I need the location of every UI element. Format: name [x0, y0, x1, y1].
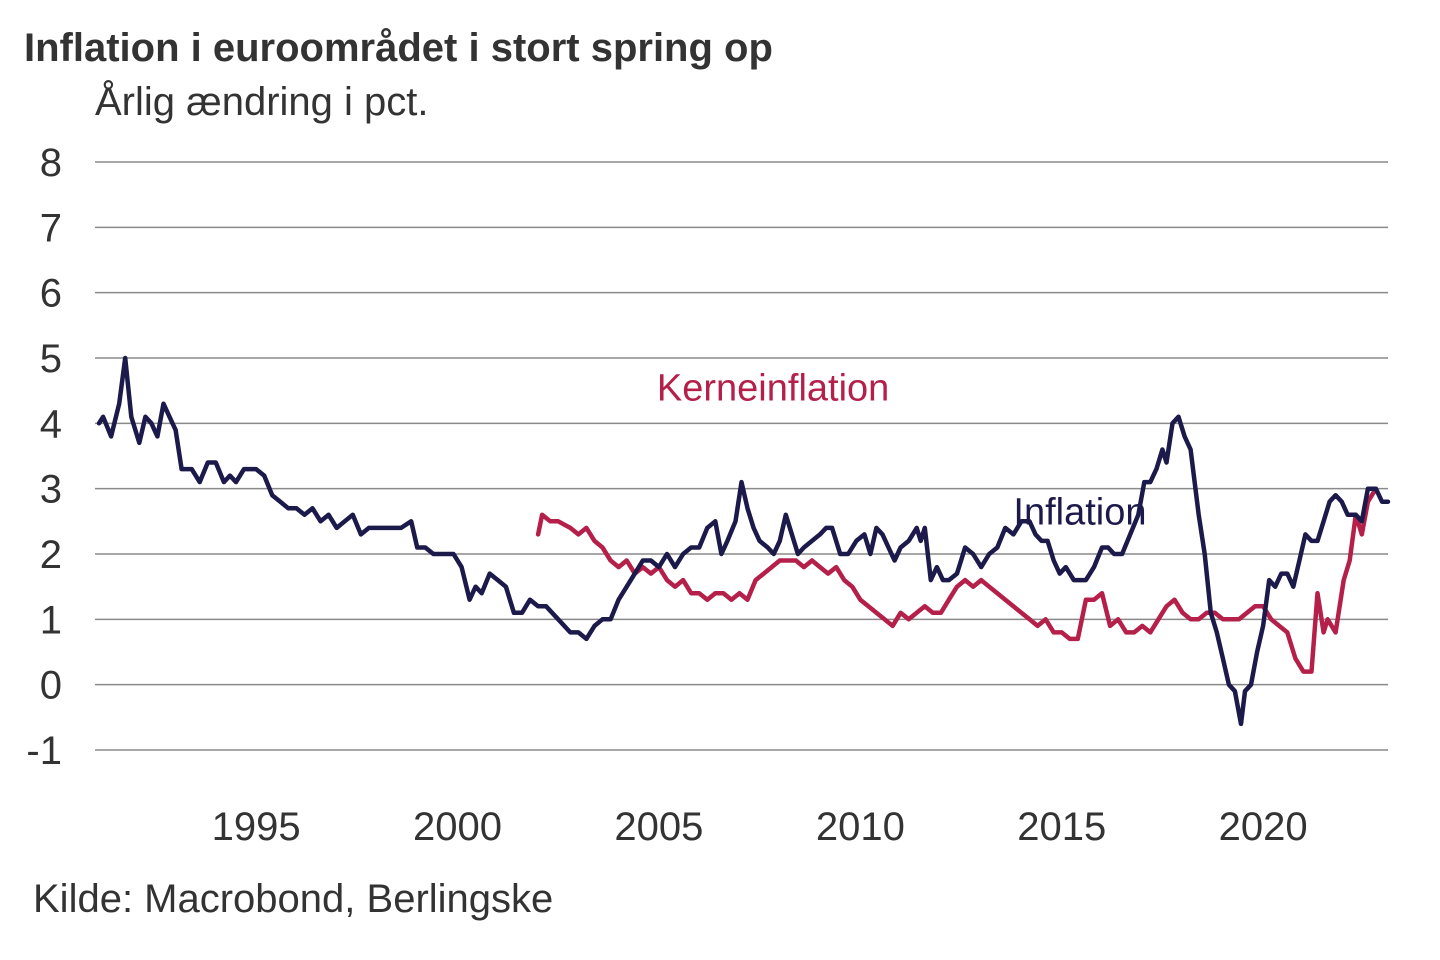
y-tick-label: 0	[40, 664, 62, 708]
y-tick-label: 3	[40, 468, 62, 512]
x-tick-label: 2010	[816, 805, 905, 849]
y-tick-label: -1	[26, 729, 62, 773]
y-tick-label: 5	[40, 337, 62, 381]
y-tick-label: 6	[40, 272, 62, 316]
gridlines	[95, 161, 1388, 751]
y-tick-label: 7	[40, 206, 62, 250]
y-tick-label: 4	[40, 402, 62, 446]
x-tick-label: 1995	[212, 805, 301, 849]
series-line-kerneinflation	[535, 486, 1379, 674]
y-tick-label: 1	[40, 598, 62, 642]
series-label-kerneinflation: Kerneinflation	[657, 367, 889, 409]
source-note: Kilde: Macrobond, Berlingske	[33, 877, 554, 921]
y-axis-ticks: -1 0 1 2 3 4 5 6 7 8	[26, 141, 62, 773]
chart-title: Inflation i euroområdet i stort spring o…	[24, 26, 773, 70]
x-axis-ticks: 1995 2000 2005 2010 2015 2020	[212, 805, 1308, 849]
x-tick-label: 2020	[1219, 805, 1308, 849]
x-tick-label: 2015	[1017, 805, 1106, 849]
x-tick-label: 2000	[413, 805, 502, 849]
chart-subtitle: Årlig ændring i pct.	[95, 80, 429, 124]
series-lines	[96, 355, 1391, 727]
y-tick-label: 2	[40, 533, 62, 577]
series-line-inflation	[96, 355, 1391, 727]
x-tick-label: 2005	[614, 805, 703, 849]
series-label-inflation: Inflation	[1013, 492, 1146, 534]
series-labels: Inflation Kerneinflation	[657, 367, 1147, 533]
y-tick-label: 8	[40, 141, 62, 185]
